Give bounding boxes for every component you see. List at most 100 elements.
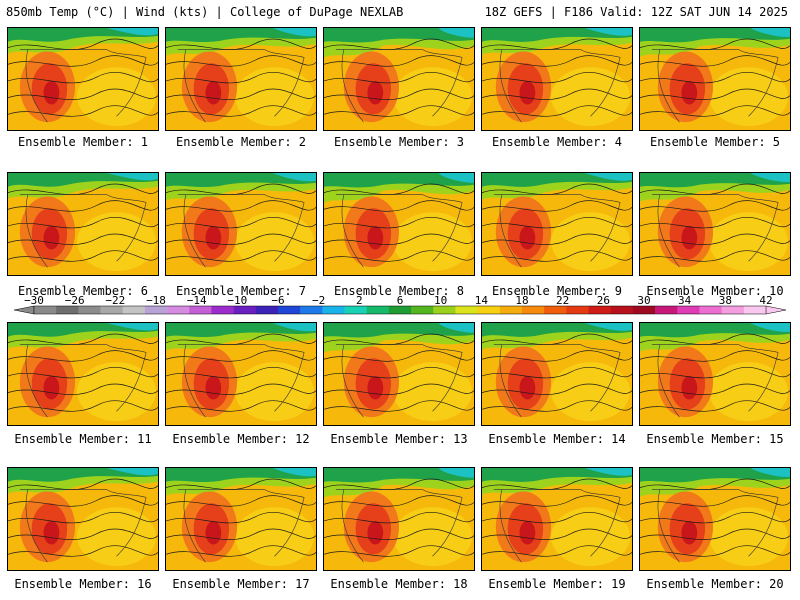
colorbar-segment — [455, 306, 478, 314]
colorbar-segment — [167, 306, 190, 314]
ensemble-member-label: Ensemble Member: 20 — [646, 577, 784, 591]
colorbar-tick-label: −30 — [24, 296, 44, 307]
temperature-map-svg — [166, 468, 316, 570]
map-panel — [7, 467, 159, 571]
temperature-map-svg — [640, 173, 790, 275]
temperature-map-svg — [166, 323, 316, 425]
ensemble-member-label: Ensemble Member: 13 — [330, 432, 468, 446]
temperature-map-svg — [324, 28, 474, 130]
temperature-map-svg — [482, 173, 632, 275]
ensemble-member-label: Ensemble Member: 8 — [333, 284, 465, 298]
map-panel — [639, 467, 791, 571]
colorbar-segment — [632, 306, 656, 314]
colorbar-segment — [78, 306, 101, 314]
ensemble-member-label: Ensemble Member: 15 — [646, 432, 784, 446]
map-panel — [7, 27, 159, 131]
colorbar-tick-label: 6 — [397, 296, 404, 307]
map-panel — [165, 172, 317, 276]
colorbar-segment — [322, 306, 345, 314]
map-panel — [481, 27, 633, 131]
colorbar-tick-label: 34 — [678, 296, 692, 307]
ensemble-member-label: Ensemble Member: 12 — [172, 432, 310, 446]
colorbar-tick-label: 26 — [597, 296, 610, 307]
map-panel — [323, 467, 475, 571]
colorbar-segment — [344, 306, 368, 314]
temperature-map-svg — [324, 323, 474, 425]
temperature-map-svg — [640, 28, 790, 130]
colorbar-segment — [100, 306, 124, 314]
ensemble-member-label: Ensemble Member: 4 — [491, 135, 623, 149]
header-title-left: 850mb Temp (°C) | Wind (kts) | College o… — [6, 5, 404, 19]
temperature-map-svg — [324, 173, 474, 275]
ensemble-member-label: Ensemble Member: 10 — [646, 284, 784, 298]
ensemble-member-label: Ensemble Member: 3 — [333, 135, 465, 149]
map-panel — [323, 27, 475, 131]
map-panel — [481, 322, 633, 426]
temperature-map-svg — [640, 468, 790, 570]
temperature-map-svg — [8, 173, 158, 275]
map-panel — [7, 322, 159, 426]
colorbar-tick-label: −22 — [105, 296, 125, 307]
colorbar-tick-label: −10 — [227, 296, 247, 307]
colorbar-segment — [433, 306, 456, 314]
temperature-colorbar: −30 −26 −22 −18 −14 −10 −6 −2 2 6 10 14 18 22 26 30 34 38… — [0, 296, 800, 318]
colorbar-svg: −30 −26 −22 −18 −14 −10 −6 −2 2 6 10 14 18 22 26 30 34 38… — [13, 296, 787, 315]
temperature-map-svg — [482, 468, 632, 570]
colorbar-tick-label: −6 — [271, 296, 284, 307]
ensemble-member-label: Ensemble Member: 7 — [175, 284, 307, 298]
ensemble-member-label: Ensemble Member: 16 — [14, 577, 152, 591]
colorbar-segment — [655, 306, 678, 314]
map-panel — [481, 467, 633, 571]
colorbar-segment — [34, 306, 57, 314]
colorbar-segment — [388, 306, 412, 314]
colorbar-segment — [211, 306, 234, 314]
ensemble-member-label: Ensemble Member: 2 — [175, 135, 307, 149]
colorbar-segment — [122, 306, 146, 314]
colorbar-tick-label: 18 — [515, 296, 528, 307]
temperature-map-svg — [324, 468, 474, 570]
colorbar-segment — [499, 306, 523, 314]
colorbar-max-arrow — [765, 305, 787, 315]
colorbar-segment — [544, 306, 567, 314]
colorbar-segment — [144, 306, 168, 314]
colorbar-tick-label: 2 — [356, 296, 363, 307]
colorbar-tick-label: −14 — [187, 296, 207, 307]
ensemble-member-label: Ensemble Member: 19 — [488, 577, 626, 591]
map-panel — [639, 322, 791, 426]
colorbar-tick-label: −18 — [146, 296, 166, 307]
temperature-map-svg — [8, 468, 158, 570]
ensemble-member-label: Ensemble Member: 6 — [17, 284, 149, 298]
colorbar-tick-label: 38 — [719, 296, 732, 307]
map-panel — [165, 467, 317, 571]
map-panel — [639, 27, 791, 131]
colorbar-segment — [721, 306, 745, 314]
temperature-map-svg — [8, 323, 158, 425]
colorbar-tick-label: 42 — [759, 296, 772, 307]
colorbar-segment — [743, 306, 767, 314]
temperature-map-svg — [8, 28, 158, 130]
map-panel — [165, 322, 317, 426]
colorbar-tick-label: 14 — [475, 296, 489, 307]
colorbar-tick-label: −26 — [65, 296, 85, 307]
colorbar-segment — [56, 306, 79, 314]
colorbar-tick-label: 22 — [556, 296, 569, 307]
temperature-map-svg — [482, 28, 632, 130]
ensemble-member-label: Ensemble Member: 9 — [491, 284, 623, 298]
map-panel — [323, 322, 475, 426]
map-panel — [481, 172, 633, 276]
ensemble-member-label: Ensemble Member: 18 — [330, 577, 468, 591]
colorbar-segment — [278, 306, 301, 314]
temperature-map-svg — [166, 28, 316, 130]
colorbar-segment — [189, 306, 212, 314]
ensemble-member-label: Ensemble Member: 1 — [17, 135, 149, 149]
header-title-right: 18Z GEFS | F186 Valid: 12Z SAT JUN 14 20… — [484, 5, 788, 19]
colorbar-segment — [699, 306, 722, 314]
colorbar-segment — [233, 306, 257, 314]
ensemble-member-label: Ensemble Member: 14 — [488, 432, 626, 446]
ensemble-member-label: Ensemble Member: 11 — [14, 432, 152, 446]
ensemble-member-label: Ensemble Member: 5 — [649, 135, 781, 149]
colorbar-segment — [610, 306, 634, 314]
temperature-map-svg — [482, 323, 632, 425]
colorbar-tick-label: 30 — [637, 296, 650, 307]
page-header: 850mb Temp (°C) | Wind (kts) | College o… — [0, 0, 800, 24]
